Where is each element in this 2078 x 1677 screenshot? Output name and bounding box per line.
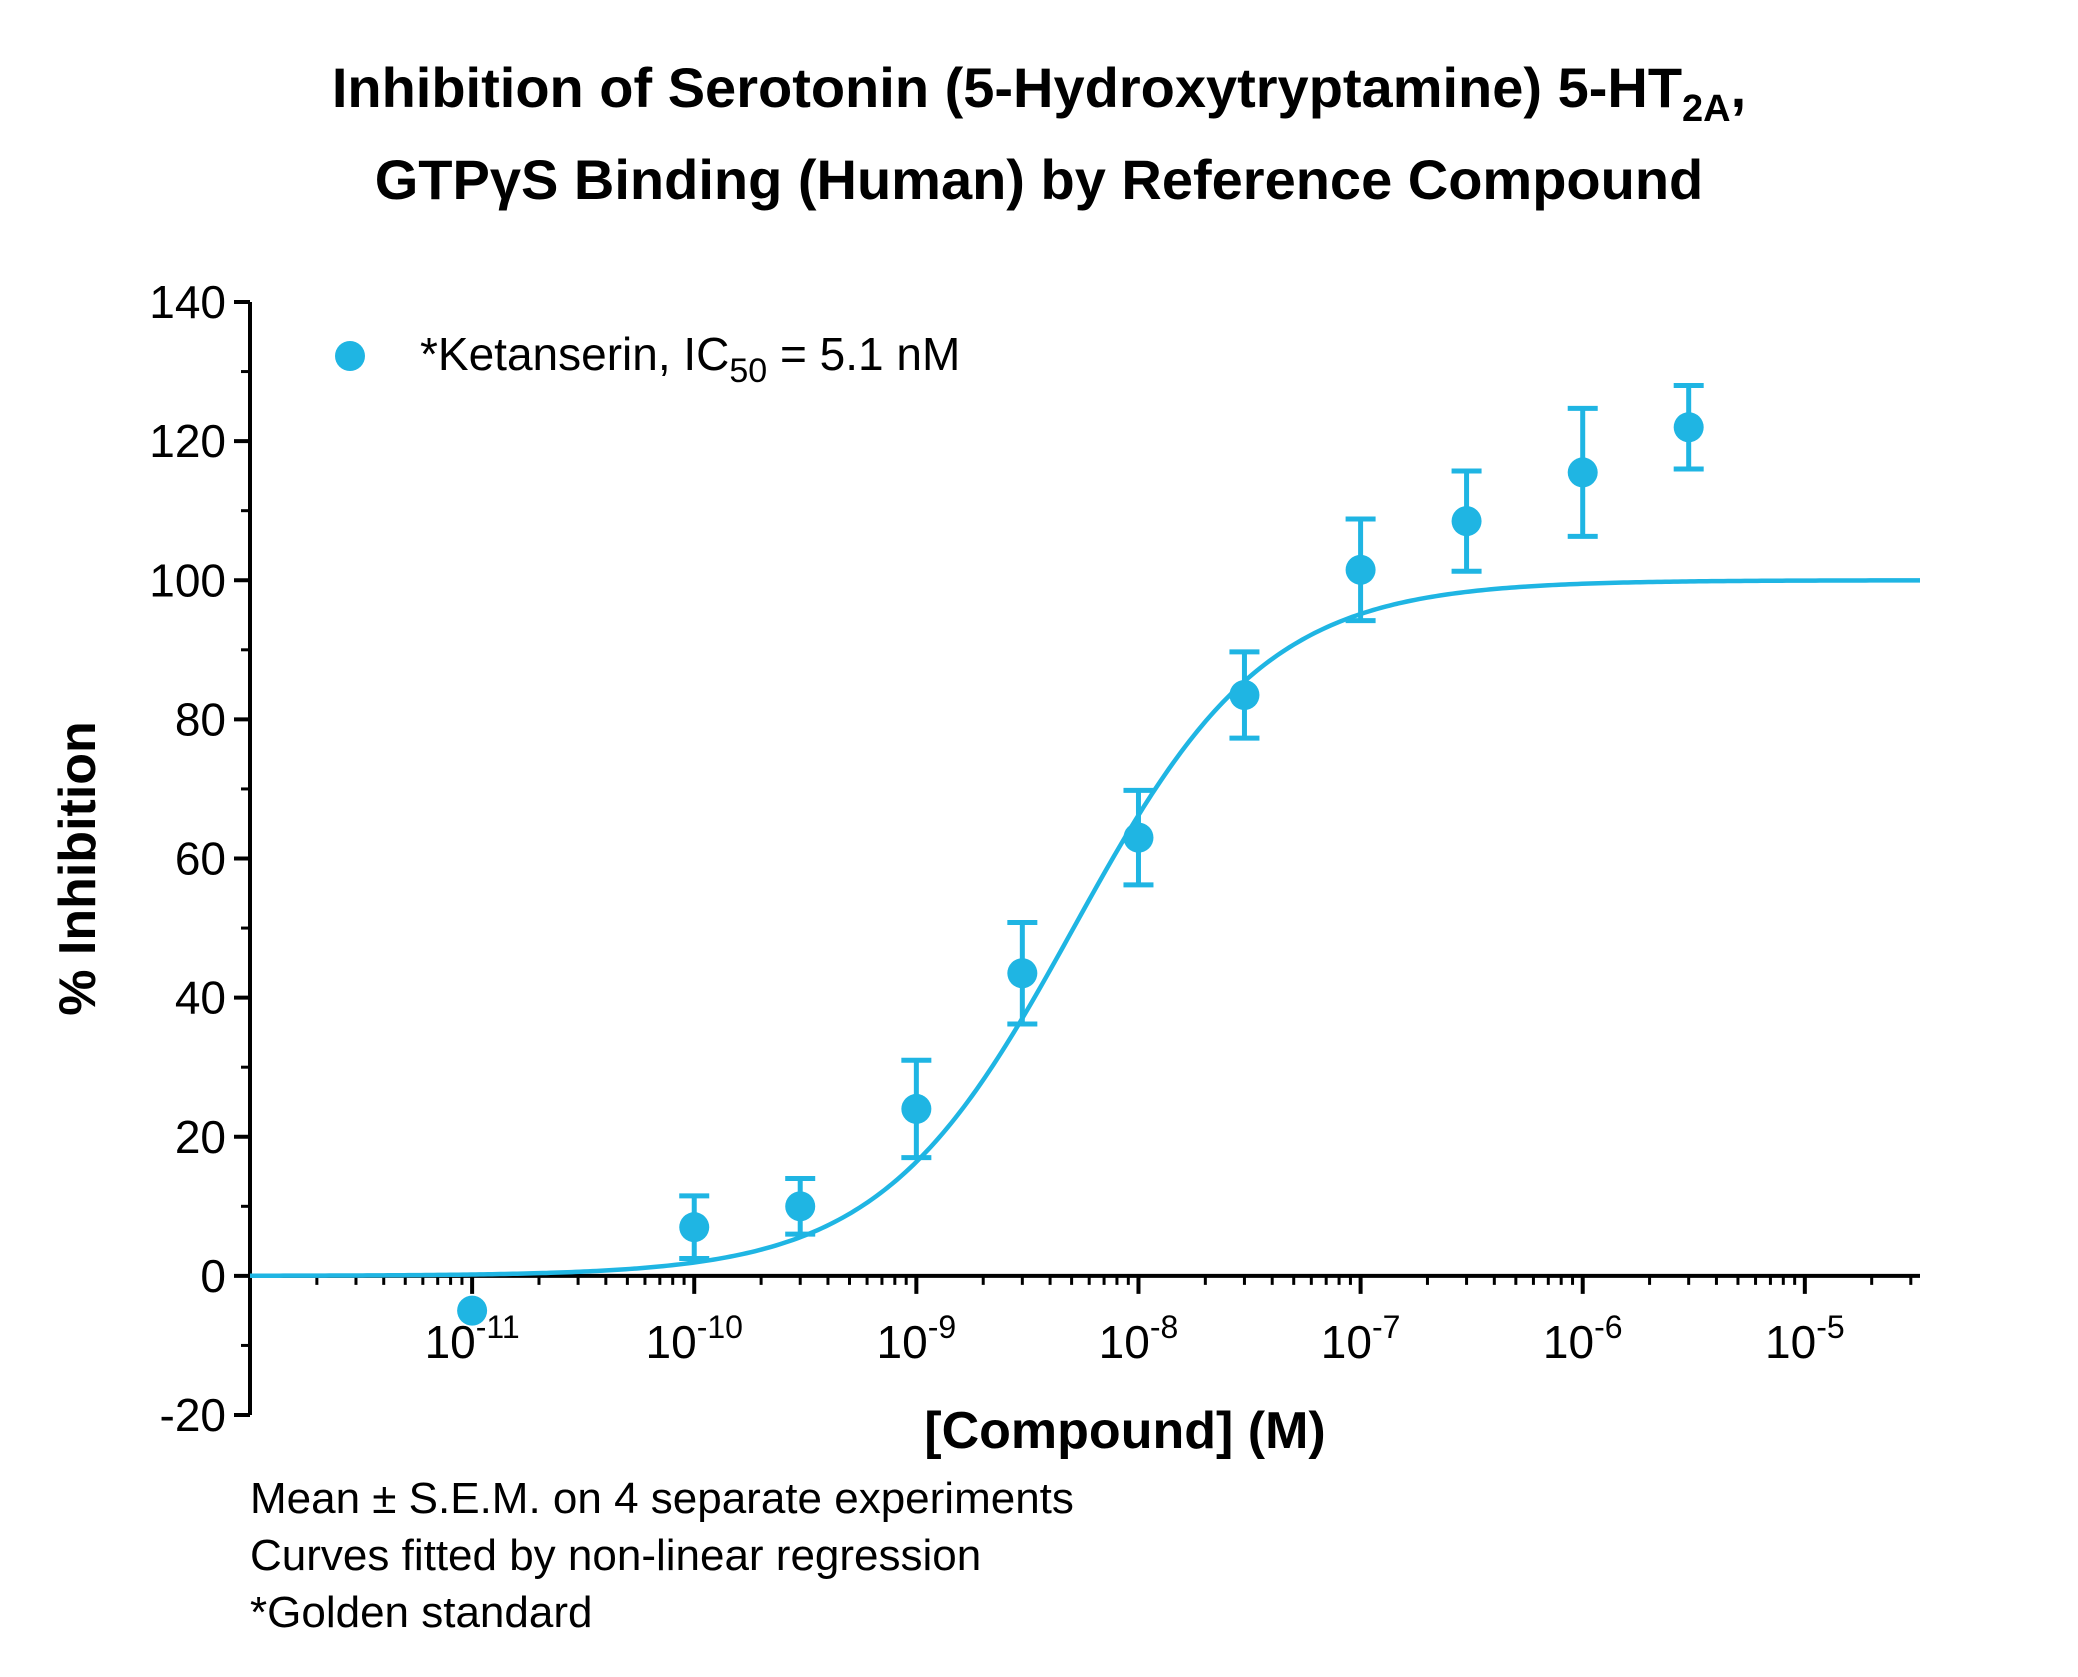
- fit-curve-layer: [249, 578, 1920, 1278]
- y-tick-label: 80: [175, 693, 226, 745]
- data-point: [679, 1212, 710, 1243]
- footnote: Curves fitted by non-linear regression: [250, 1531, 982, 1580]
- data-point: [785, 1191, 816, 1222]
- y-tick-label: 0: [200, 1250, 226, 1302]
- x-tick-label: 10-10: [646, 1309, 743, 1368]
- data-point: [1345, 554, 1376, 585]
- data-point: [1451, 506, 1482, 537]
- title-subscript: 2A: [1682, 88, 1731, 130]
- x-tick-label: 10-8: [1099, 1309, 1179, 1368]
- y-tick-label: 140: [149, 276, 226, 328]
- fit-curve: [249, 578, 1920, 1278]
- footnote: Mean ± S.E.M. on 4 separate experiments: [250, 1474, 1074, 1523]
- y-tick-label: 20: [175, 1111, 226, 1163]
- data-point: [1007, 958, 1038, 989]
- chart-title: Inhibition of Serotonin (5-Hydroxytrypta…: [0, 42, 2078, 226]
- title-comma: ,: [1730, 56, 1747, 119]
- footnote: *Golden standard: [250, 1588, 593, 1637]
- legend-label: *Ketanserin, IC50 = 5.1 nM: [420, 328, 960, 390]
- data-point: [1567, 457, 1598, 488]
- chart-title-line-1: Inhibition of Serotonin (5-Hydroxytrypta…: [0, 42, 2078, 134]
- y-tick-label: 100: [149, 554, 226, 606]
- data-point: [1123, 822, 1154, 853]
- legend: *Ketanserin, IC50 = 5.1 nM: [335, 328, 960, 390]
- x-tick-label: 10-6: [1543, 1309, 1623, 1368]
- legend-marker: [335, 341, 365, 371]
- x-tick-label: 10-5: [1765, 1309, 1845, 1368]
- y-tick-label: 40: [175, 972, 226, 1024]
- chart-title-line-2: GTPγS Binding (Human) by Reference Compo…: [374, 148, 1704, 211]
- y-tick-label: 60: [175, 833, 226, 885]
- x-tick-label: 10-7: [1321, 1309, 1401, 1368]
- title-main-text: Inhibition of Serotonin (5-Hydroxytrypta…: [331, 56, 1683, 119]
- data-point: [1673, 412, 1704, 443]
- data-points-layer: [457, 382, 1704, 1326]
- data-point: [457, 1295, 488, 1326]
- data-point: [1229, 680, 1260, 711]
- y-tick-label: -20: [160, 1389, 226, 1441]
- y-tick-label: 120: [149, 415, 226, 467]
- x-tick-label: 10-9: [877, 1309, 957, 1368]
- footnotes: Mean ± S.E.M. on 4 separate experiments …: [250, 1470, 1074, 1641]
- x-axis-title: [Compound] (M): [924, 1402, 1325, 1460]
- data-point: [901, 1093, 932, 1124]
- y-axis-title: % Inhibition: [49, 721, 107, 1016]
